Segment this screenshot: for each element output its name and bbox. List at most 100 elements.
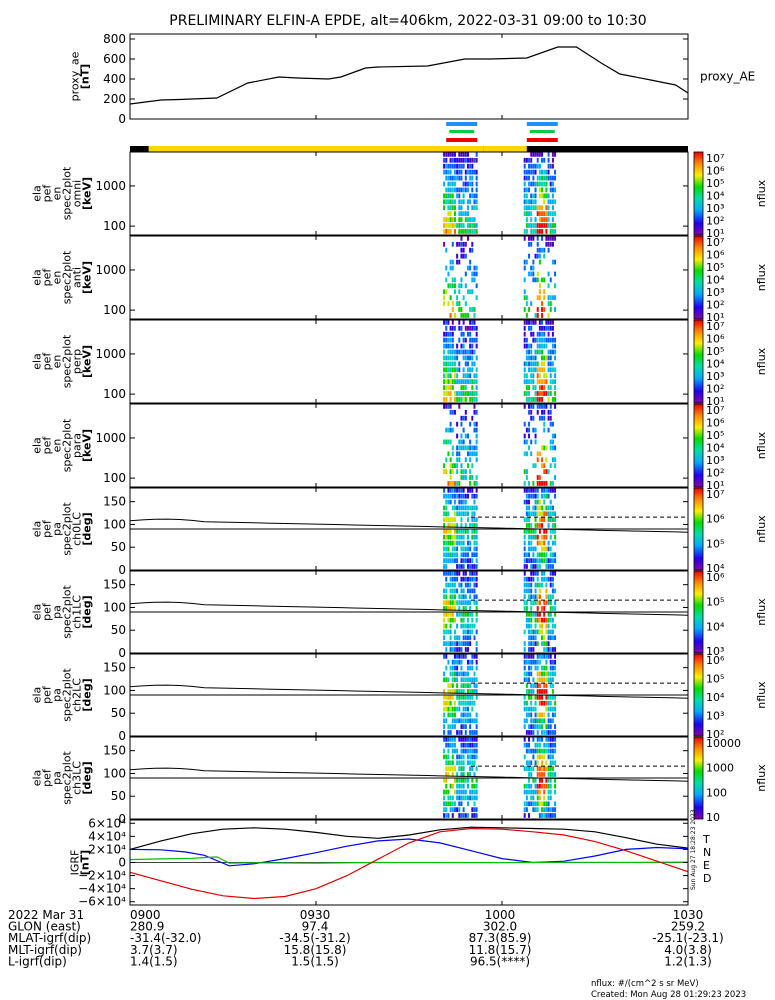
y-axis-label: [keV] bbox=[81, 261, 94, 294]
spectrogram-pixel bbox=[525, 229, 528, 234]
spectrogram-pixel bbox=[538, 588, 541, 594]
orbit-bar-yellow bbox=[483, 146, 527, 152]
spectrogram-pixel bbox=[458, 700, 461, 706]
spectrogram-pixel bbox=[445, 564, 448, 569]
spectrogram-pixel bbox=[473, 600, 476, 605]
spectrogram-pixel bbox=[462, 706, 465, 712]
spectrogram-pixel bbox=[528, 629, 531, 635]
spectrogram-pixel bbox=[460, 415, 463, 421]
spectrogram-pixel bbox=[466, 647, 469, 652]
spectrogram-pixel bbox=[449, 283, 452, 289]
spectrogram-pixel bbox=[473, 379, 476, 385]
spectrogram-pixel bbox=[523, 236, 526, 241]
spectrogram-pixel bbox=[530, 712, 533, 718]
spectrogram-pixel bbox=[523, 695, 526, 700]
spectrogram-pixel bbox=[538, 783, 541, 789]
spectrogram-pixel bbox=[551, 511, 554, 517]
spectrogram-pixel bbox=[469, 337, 472, 343]
spectrogram-pixel bbox=[462, 807, 465, 812]
spectrogram-pixel bbox=[536, 677, 539, 683]
spectrogram-pixel bbox=[462, 689, 465, 694]
spectrogram-pixel bbox=[541, 152, 544, 157]
y-axis-label: [deg] bbox=[81, 761, 94, 794]
spectrogram-pixel bbox=[443, 217, 446, 222]
spectrogram-pixel bbox=[528, 355, 531, 361]
spectrogram-pixel bbox=[462, 641, 465, 646]
spectrogram-pixel bbox=[471, 517, 474, 522]
spectrogram-pixel bbox=[460, 223, 463, 228]
spectrogram-pixel bbox=[466, 588, 469, 594]
spectrogram-pixel bbox=[464, 313, 467, 318]
spectrogram-pixel bbox=[456, 445, 459, 451]
spectrogram-pixel bbox=[530, 718, 533, 724]
spectrogram-pixel bbox=[458, 730, 461, 735]
colorbar-tick-label: 10¹ bbox=[706, 227, 724, 240]
spectrogram-pixel bbox=[528, 647, 531, 652]
spectrogram-pixel bbox=[469, 481, 472, 486]
science-zone-bar-blue bbox=[526, 122, 558, 126]
spectrogram-pixel bbox=[554, 529, 557, 534]
spectrogram-pixel bbox=[458, 169, 461, 175]
spectrogram-pixel bbox=[466, 152, 469, 157]
orbit-row-value: 1.5(1.5) bbox=[291, 954, 339, 968]
spectrogram-pixel bbox=[449, 671, 452, 677]
spectrogram-pixel bbox=[475, 193, 478, 199]
spectrogram-pixel bbox=[445, 361, 448, 367]
spectrogram-pixel bbox=[471, 623, 474, 629]
spectrogram-pixel bbox=[536, 789, 539, 795]
spectrogram-pixel bbox=[528, 421, 531, 427]
spectrogram-pixel bbox=[547, 629, 550, 635]
spectrogram-pixel bbox=[447, 801, 450, 807]
spectrogram-pixel bbox=[447, 187, 450, 193]
spectrogram-pixel bbox=[458, 439, 461, 445]
spectrogram-pixel bbox=[545, 742, 548, 748]
spectrogram-pixel bbox=[460, 700, 463, 706]
spectrogram-pixel bbox=[473, 754, 476, 760]
spectrogram-pixel bbox=[530, 320, 533, 325]
spectrogram-pixel bbox=[464, 241, 467, 247]
spectrogram-pixel bbox=[530, 529, 533, 534]
spectrogram-pixel bbox=[469, 475, 472, 480]
spectrogram-pixel bbox=[541, 677, 544, 683]
spectrogram-pixel bbox=[551, 223, 554, 228]
spectrogram-pixel bbox=[523, 529, 526, 534]
spectrogram-pixel bbox=[473, 748, 476, 754]
spectrogram-pixel bbox=[445, 223, 448, 228]
spectrogram-pixel bbox=[460, 391, 463, 396]
spectrogram-pixel bbox=[445, 373, 448, 379]
spectrogram-pixel bbox=[525, 700, 528, 706]
spectrogram-pixel bbox=[462, 558, 465, 563]
spectrogram-pixel bbox=[547, 271, 550, 277]
spectrogram-pixel bbox=[443, 343, 446, 349]
panel-frame bbox=[129, 235, 689, 320]
spectrogram-pixel bbox=[449, 499, 452, 505]
y-axis-label: spec2plot bbox=[61, 418, 74, 472]
spectrogram-pixel bbox=[458, 457, 461, 463]
spectrogram-pixel bbox=[523, 600, 526, 605]
spectrogram-pixel bbox=[541, 301, 544, 306]
spectrogram-pixel bbox=[460, 175, 463, 181]
spectrogram-pixel bbox=[551, 665, 554, 671]
spectrogram-pixel bbox=[451, 265, 454, 271]
spectrogram-pixel bbox=[449, 331, 452, 337]
spectrogram-pixel bbox=[466, 795, 469, 801]
spectrogram-pixel bbox=[549, 320, 552, 325]
orbit-row-label: MLAT-igrf(dip) bbox=[8, 931, 91, 945]
spectrogram-pixel bbox=[453, 289, 456, 295]
spectrogram-pixel bbox=[530, 169, 533, 175]
spectrogram-pixel bbox=[471, 795, 474, 801]
spectrogram-pixel bbox=[445, 582, 448, 588]
spectrogram-pixel bbox=[547, 558, 550, 563]
spectrogram-pixel bbox=[460, 529, 463, 534]
spectrogram-pixel bbox=[471, 229, 474, 234]
spectrogram-pixel bbox=[536, 582, 539, 588]
y-axis-label: [deg] bbox=[81, 595, 94, 628]
spectrogram-pixel bbox=[447, 517, 450, 522]
spectrogram-pixel bbox=[538, 511, 541, 517]
spectrogram-pixel bbox=[543, 481, 546, 486]
spectrogram-pixel bbox=[541, 277, 544, 283]
spectrogram-pixel bbox=[471, 163, 474, 169]
spectrogram-pixel bbox=[464, 349, 467, 355]
spectrogram-pixel bbox=[473, 199, 476, 205]
spectrogram-pixel bbox=[475, 199, 478, 205]
